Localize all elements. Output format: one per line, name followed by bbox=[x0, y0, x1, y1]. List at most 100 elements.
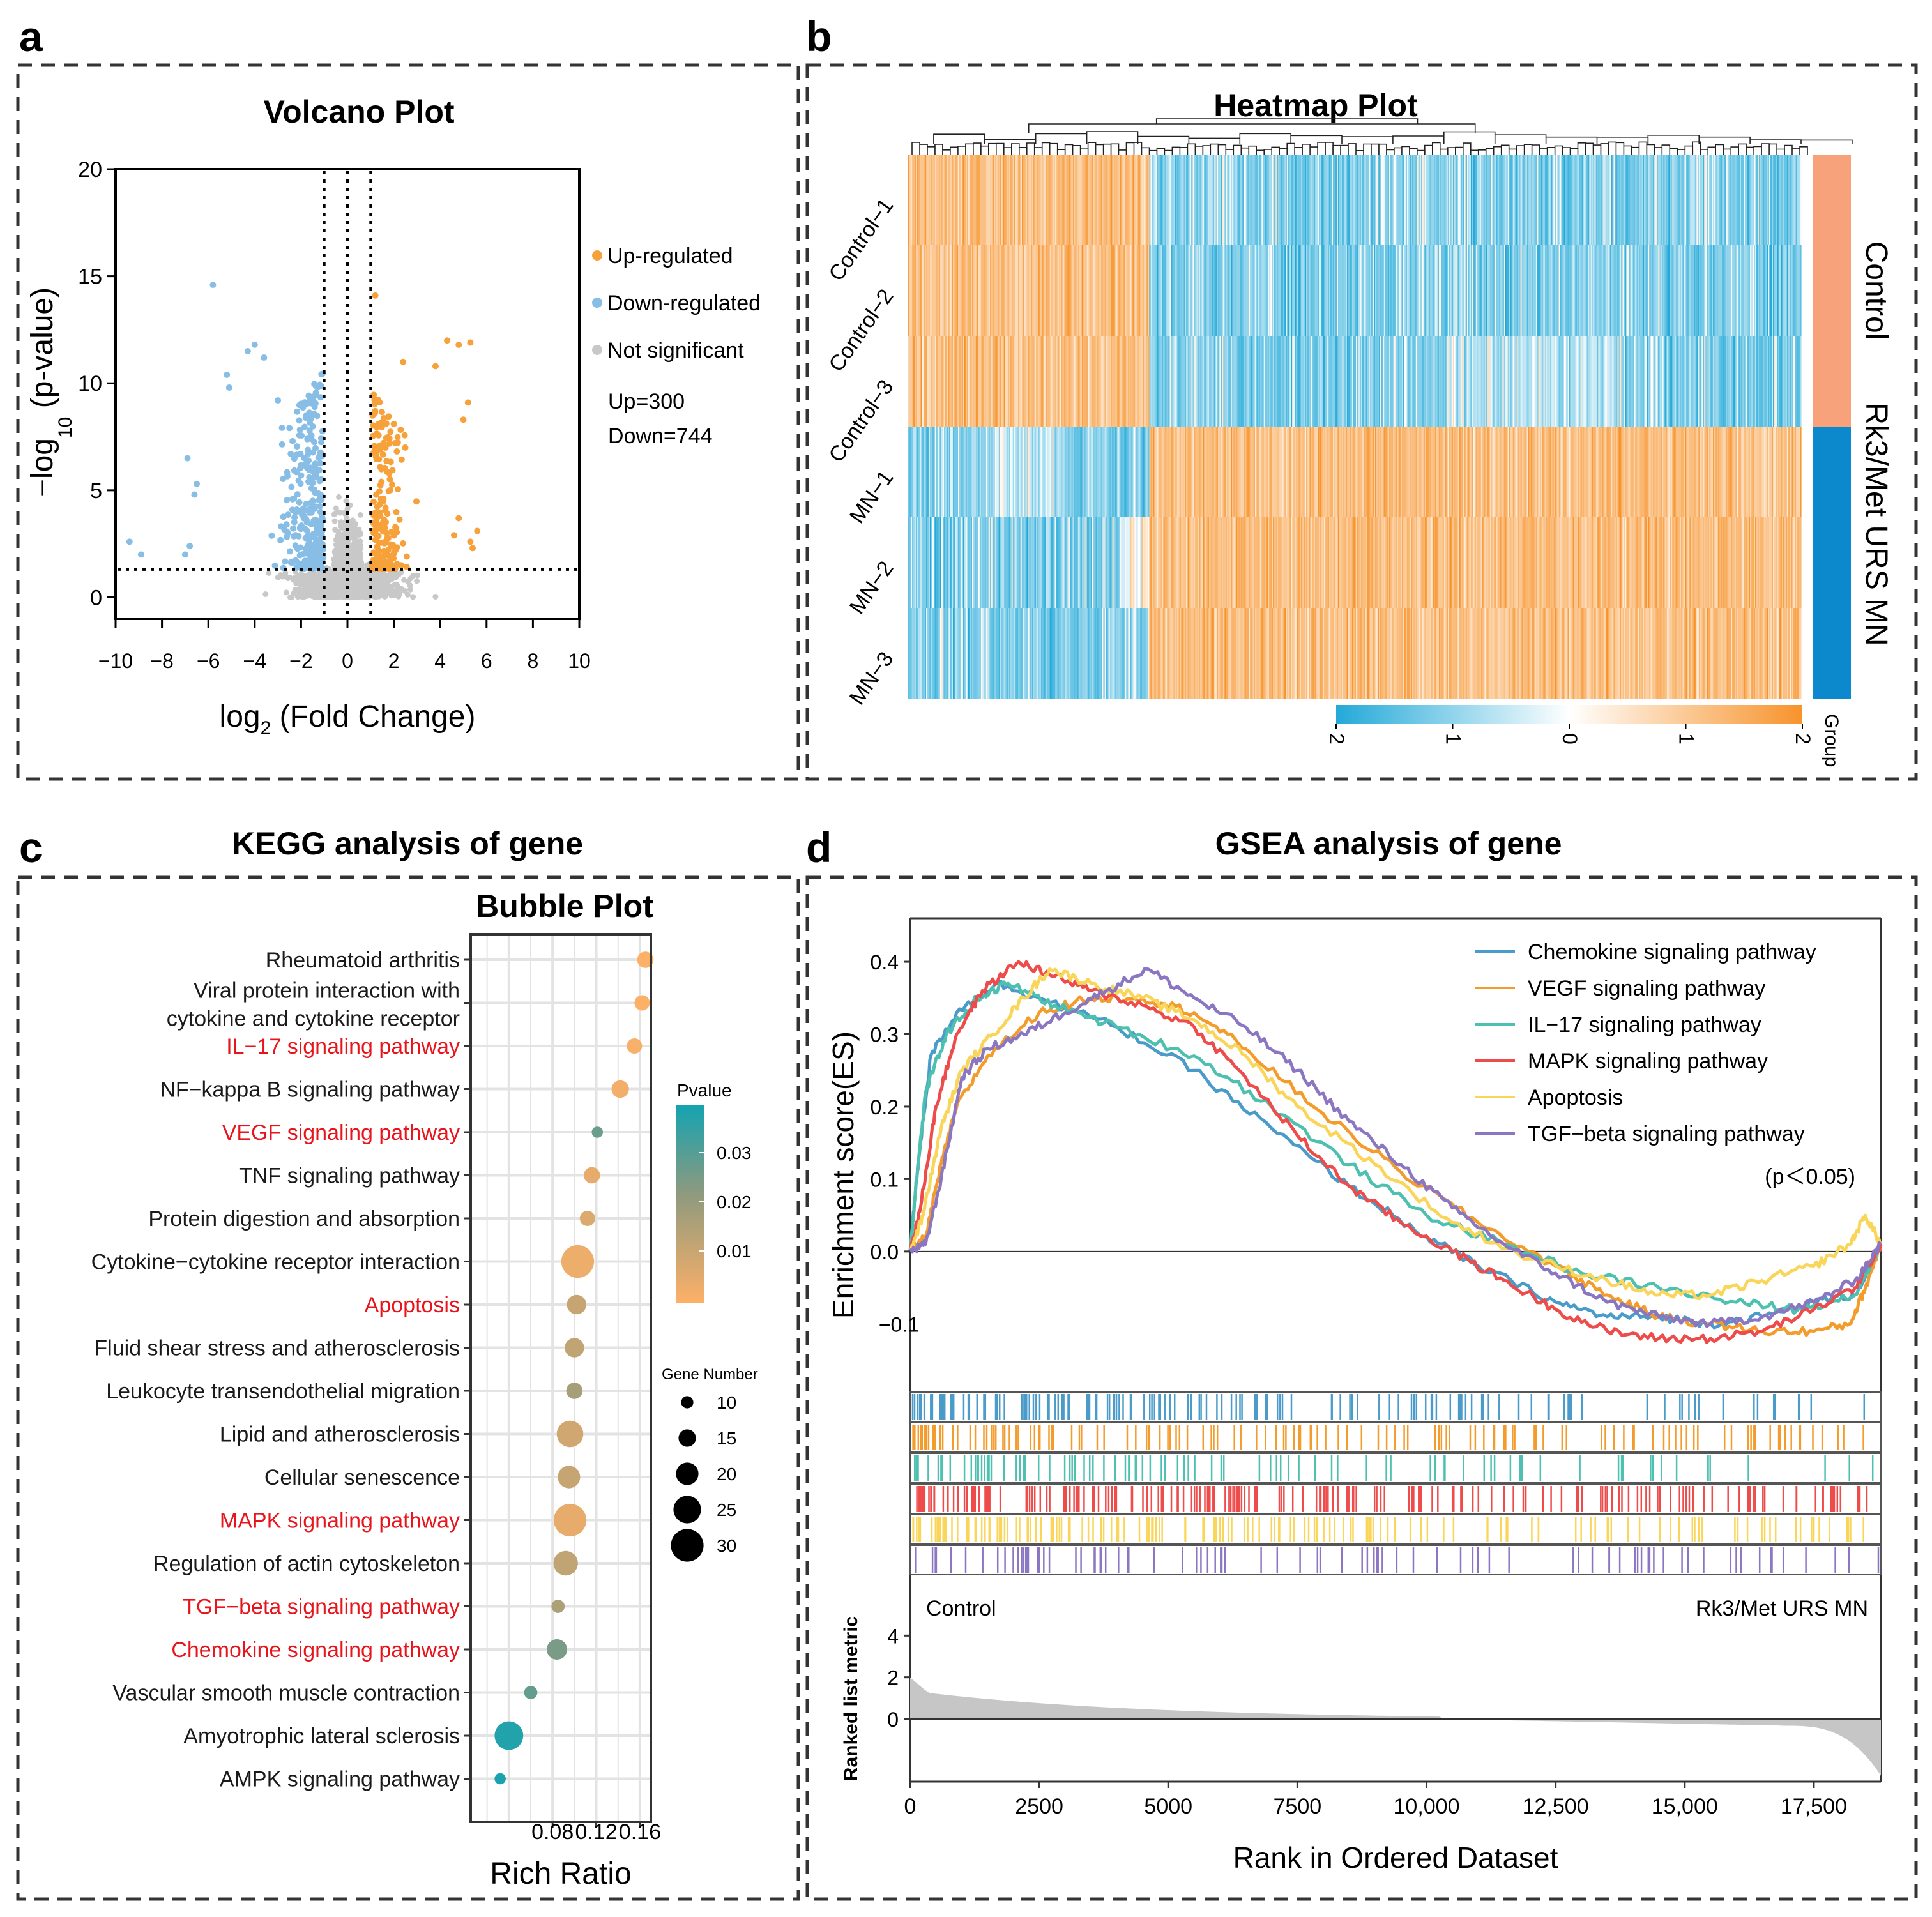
pvalue-color-scale bbox=[676, 1105, 704, 1303]
up-point bbox=[400, 359, 406, 365]
up-point bbox=[393, 525, 399, 531]
y-tick-label: 20 bbox=[78, 158, 102, 182]
up-point bbox=[383, 504, 389, 511]
term-label: Apoptosis bbox=[365, 1293, 460, 1317]
figure-canvas: a b c d Volcano Plot −10 −8 −6 −4 −2 0 2 4 6 8 100… bbox=[0, 0, 1932, 1917]
down-point bbox=[277, 537, 284, 543]
size-legend-dot bbox=[671, 1529, 703, 1561]
es-tick-label: 0.0 bbox=[871, 1241, 899, 1264]
down-point bbox=[310, 517, 317, 524]
gsea-legend-label: MAPK signaling pathway bbox=[1528, 1049, 1768, 1073]
heatmap-row-label: MN−3 bbox=[845, 648, 899, 709]
legend-swatch bbox=[592, 345, 602, 355]
up-point bbox=[386, 476, 393, 483]
up-point bbox=[395, 434, 401, 441]
up-point bbox=[376, 399, 383, 405]
heatmap-row-label: Control−1 bbox=[824, 194, 898, 285]
up-point bbox=[383, 444, 389, 451]
up-point bbox=[386, 488, 392, 494]
size-legend-label: 30 bbox=[717, 1536, 736, 1556]
up-point bbox=[383, 458, 390, 464]
panel-letter-b: b bbox=[806, 13, 832, 60]
up-point bbox=[371, 527, 377, 534]
term-label: Cellular senescence bbox=[264, 1466, 460, 1490]
x-tick-label: 0.12 bbox=[575, 1820, 617, 1844]
es-tick-label: 0.1 bbox=[871, 1168, 899, 1191]
volcano-legend: Up-regulatedDown-regulatedNot significan… bbox=[592, 244, 761, 363]
ranked-list-metric: 024 bbox=[887, 1625, 1881, 1776]
bubble-point bbox=[547, 1639, 567, 1660]
down-point bbox=[182, 551, 188, 557]
size-legend-label: 10 bbox=[717, 1393, 736, 1413]
down-point bbox=[252, 342, 258, 348]
gsea-legend-label: IL−17 signaling pathway bbox=[1528, 1013, 1761, 1037]
down-point bbox=[314, 530, 320, 536]
down-point bbox=[309, 411, 316, 417]
mn-group-bar bbox=[1813, 427, 1851, 699]
gene-number-legend: 1015202530 bbox=[671, 1393, 736, 1562]
mn-end-label: Rk3/Met URS MN bbox=[1696, 1596, 1868, 1621]
x-tick-label: 0.08 bbox=[531, 1820, 574, 1844]
metric-area bbox=[910, 1678, 1881, 1776]
up-point bbox=[381, 415, 387, 421]
es-tick-label: 0.4 bbox=[871, 951, 899, 974]
bubble-point bbox=[558, 1466, 580, 1488]
size-legend-label: 15 bbox=[717, 1428, 736, 1448]
x-tick-label: −4 bbox=[243, 649, 266, 672]
legend-swatch bbox=[592, 298, 602, 308]
down-point bbox=[278, 523, 284, 529]
down-point bbox=[307, 464, 314, 471]
gsea-pvalue-note: (p＜0.05) bbox=[1765, 1165, 1855, 1189]
up-point bbox=[372, 510, 379, 516]
es-y-ticks: 0.00.10.20.30.4−0.1 bbox=[871, 951, 919, 1336]
heatmap-plot: Heatmap Plot Control−1Control−2Control−3… bbox=[824, 87, 1893, 767]
down-point bbox=[291, 467, 298, 474]
gsea-x-tick-label: 17,500 bbox=[1781, 1794, 1847, 1819]
term-label: cytokine and cytokine receptor bbox=[167, 1007, 460, 1031]
up-point bbox=[387, 428, 393, 435]
term-label: Cytokine−cytokine receptor interaction bbox=[91, 1250, 460, 1275]
bubble-point bbox=[627, 1038, 642, 1054]
down-point bbox=[289, 506, 296, 513]
hit-rug-frame bbox=[910, 1545, 1881, 1575]
term-label: IL−17 signaling pathway bbox=[226, 1034, 460, 1059]
up-point bbox=[400, 540, 406, 547]
y-tick-label: 0 bbox=[90, 586, 102, 610]
down-point bbox=[312, 400, 319, 407]
legend-label: Down-regulated bbox=[607, 291, 761, 315]
up-point bbox=[393, 448, 400, 455]
heatmap-cell-column bbox=[1800, 245, 1802, 337]
term-label: VEGF signaling pathway bbox=[222, 1121, 460, 1145]
down-point bbox=[275, 397, 281, 404]
up-point bbox=[372, 522, 378, 528]
heatmap-cells bbox=[908, 155, 1802, 699]
group-legend-label: Group bbox=[1821, 714, 1842, 767]
down-point bbox=[245, 348, 251, 354]
x-tick-label: 6 bbox=[481, 649, 492, 672]
y-tick-label: 15 bbox=[78, 265, 102, 289]
up-point bbox=[383, 559, 389, 566]
term-label: Viral protein interaction with bbox=[194, 979, 460, 1003]
down-point bbox=[293, 559, 300, 565]
down-point bbox=[310, 450, 316, 456]
term-label: TGF−beta signaling pathway bbox=[183, 1595, 460, 1619]
pvalue-legend-title: Pvalue bbox=[677, 1080, 732, 1100]
up-point bbox=[467, 340, 473, 346]
up-point bbox=[395, 439, 401, 446]
column-dendrogram bbox=[912, 119, 1852, 155]
up-point bbox=[467, 538, 473, 545]
down-point bbox=[126, 538, 133, 545]
kegg-bubble-plot: KEGG analysis of gene Bubble Plot Rheuma… bbox=[91, 826, 758, 1891]
down-point bbox=[268, 533, 275, 539]
term-label: Leukocyte transendothelial migration bbox=[106, 1379, 460, 1404]
hit-ticks-1 bbox=[913, 1425, 1864, 1450]
bubble-point bbox=[554, 1504, 586, 1536]
down-point bbox=[306, 538, 312, 544]
bubble-point bbox=[565, 1338, 584, 1357]
bubble-point bbox=[580, 1211, 595, 1226]
gsea-x-label: Rank in Ordered Dataset bbox=[1233, 1841, 1558, 1874]
bubble-title: Bubble Plot bbox=[476, 888, 653, 924]
down-point bbox=[272, 563, 278, 569]
gsea-x-tick-label: 5000 bbox=[1144, 1794, 1192, 1819]
pvalue-scale-ticks: 0.030.020.01 bbox=[699, 1143, 752, 1261]
